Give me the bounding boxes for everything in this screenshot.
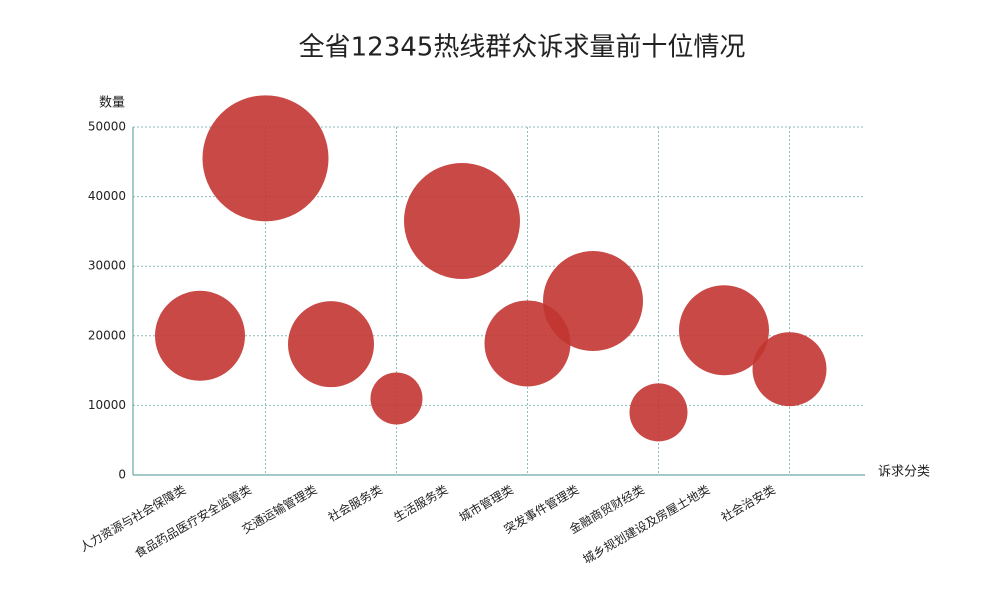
bubble <box>370 372 423 425</box>
y-tick-label: 10000 <box>88 398 126 412</box>
bubble <box>679 285 769 376</box>
x-tick-label: 食品药品医疗安全监管类 <box>132 482 254 561</box>
x-tick-label: 社会服务类 <box>325 482 384 525</box>
y-tick-label: 50000 <box>88 120 126 134</box>
x-tick-label: 人力资源与社会保障类 <box>77 482 188 555</box>
x-tick-label: 生活服务类 <box>391 482 450 525</box>
y-axis-title: 数量 <box>99 96 125 111</box>
bubble <box>288 301 374 388</box>
bubble <box>202 95 329 222</box>
bubble <box>629 383 688 442</box>
y-tick-label: 40000 <box>88 189 126 203</box>
y-tick-label: 0 <box>118 468 126 482</box>
y-tick-label: 20000 <box>88 328 126 342</box>
x-tick-label: 社会治安类 <box>718 482 777 525</box>
bubble <box>404 162 520 279</box>
bubble <box>155 290 245 381</box>
chart-title: 全省12345热线群众诉求量前十位情况 <box>299 33 746 63</box>
x-axis-title: 诉求分类 <box>878 465 930 480</box>
x-tick-label: 交通运输管理类 <box>239 482 319 537</box>
bubble <box>752 332 827 407</box>
x-tick-label: 城市管理类 <box>456 482 515 525</box>
bubble <box>543 251 643 351</box>
y-tick-label: 30000 <box>88 259 126 273</box>
